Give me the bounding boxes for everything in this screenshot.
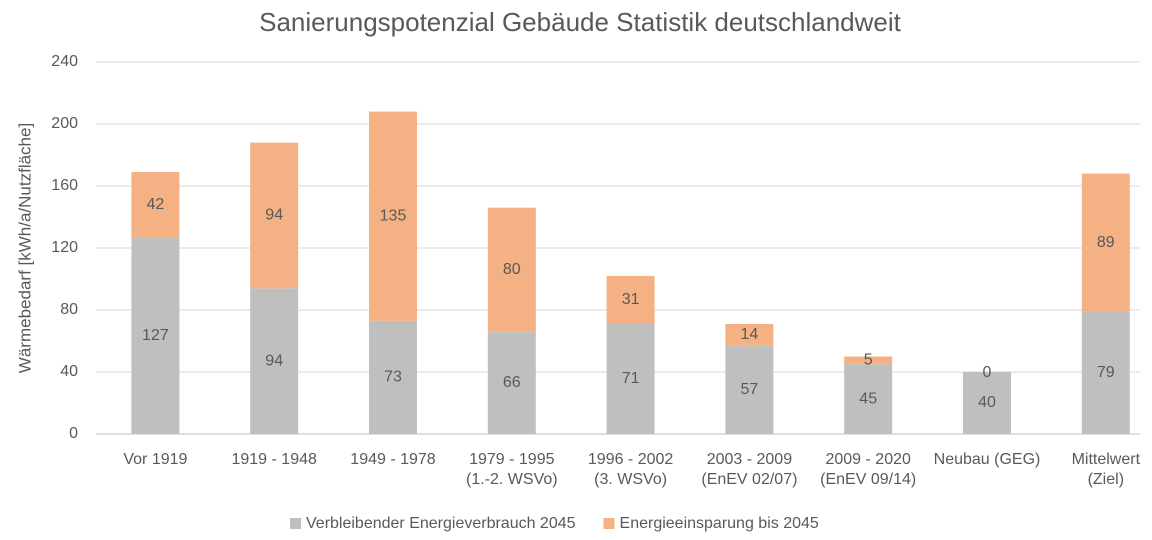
data-label: 57 — [741, 381, 759, 398]
bar-segment — [963, 372, 1011, 434]
data-label: 79 — [1097, 364, 1115, 381]
legend-label: Verbleibender Energieverbrauch 2045 — [306, 515, 576, 532]
y-tick-label: 160 — [51, 177, 78, 194]
legend-swatch — [290, 518, 301, 529]
x-tick-label: 2009 - 2020 (EnEV 09/14) — [820, 451, 917, 488]
data-label: 71 — [622, 370, 640, 387]
legend-label: Energieeinsparung bis 2045 — [620, 515, 819, 532]
y-tick-label: 120 — [51, 239, 78, 256]
x-tick-label: Mittelwert (Ziel) — [1071, 451, 1141, 488]
bar-segment — [487, 207, 536, 332]
data-label: 5 — [864, 352, 873, 369]
data-label: 94 — [265, 207, 283, 224]
data-label: 0 — [983, 364, 992, 381]
x-tick-label: 1979 - 1995 (1.-2. WSVo) — [466, 451, 558, 488]
bar-segment — [131, 172, 180, 238]
bar-segment — [725, 323, 774, 346]
data-label: 80 — [503, 261, 521, 278]
data-label: 45 — [859, 390, 877, 407]
y-tick-label: 240 — [51, 53, 78, 70]
bar-segment — [606, 323, 655, 434]
bar-segment — [487, 331, 536, 434]
chart-title: Sanierungspotenzial Gebäude Statistik de… — [259, 7, 902, 37]
bar-segment — [131, 237, 180, 434]
x-tick-label: 1949 - 1978 — [350, 451, 436, 468]
y-tick-label: 0 — [69, 425, 78, 442]
y-axis-label: Wärmebedarf [kWh/a/Nutzfläche] — [15, 123, 34, 373]
data-label: 42 — [147, 196, 165, 213]
data-label: 127 — [142, 327, 169, 344]
x-tick-label: Vor 1919 — [123, 451, 188, 468]
bar-segment — [369, 320, 417, 434]
bar-segment — [844, 356, 893, 365]
bar-segment — [725, 345, 774, 434]
data-label: 73 — [384, 369, 402, 386]
y-tick-label: 80 — [60, 301, 78, 318]
data-label: 94 — [265, 352, 283, 369]
data-label: 135 — [380, 207, 407, 224]
bar-segment — [844, 364, 893, 434]
data-label: 40 — [978, 394, 996, 411]
data-label: 66 — [503, 374, 521, 391]
y-tick-label: 40 — [60, 363, 78, 380]
data-label: 89 — [1097, 234, 1115, 251]
bar-segment — [1081, 173, 1130, 312]
bar-segment — [606, 275, 655, 324]
bar-segment — [369, 111, 417, 321]
x-tick-label: 2003 - 2009 (EnEV 02/07) — [701, 451, 798, 488]
x-tick-label: 1919 - 1948 — [231, 451, 317, 468]
bar-segment — [1081, 311, 1130, 434]
data-label: 14 — [741, 326, 759, 343]
data-label: 31 — [622, 291, 640, 308]
bar-segment — [250, 288, 299, 434]
legend-swatch — [603, 518, 615, 529]
y-tick-label: 200 — [51, 115, 78, 132]
bar-segment — [250, 142, 299, 289]
x-tick-label: Neubau (GEG) — [933, 451, 1041, 468]
x-tick-label: 1996 - 2002 (3. WSVo) — [587, 451, 674, 488]
